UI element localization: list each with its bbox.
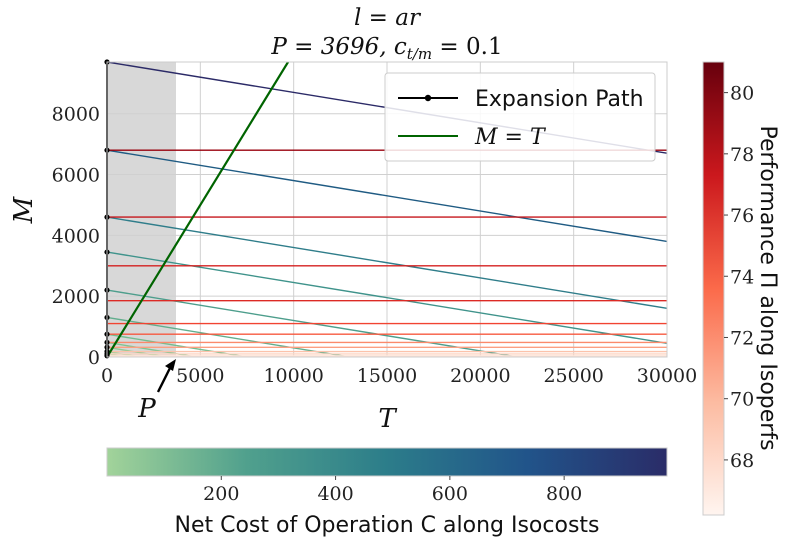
perf-colorbar-tick-label: 68 (730, 450, 754, 472)
cost-colorbar (106, 447, 668, 477)
x-tick-label: 5000 (176, 365, 224, 387)
shaded-region (107, 62, 176, 357)
isocost-line (107, 333, 252, 357)
isoperf-layer (107, 149, 667, 357)
isocost-line (107, 149, 667, 243)
isocost-line (107, 216, 667, 310)
legend-label-m-equals-t: M = T (474, 125, 547, 150)
y-axis-label: M (9, 195, 39, 224)
isocost-line (107, 289, 523, 357)
y-tick-label: 2000 (52, 286, 100, 308)
perf-colorbar-tick-label: 74 (730, 266, 754, 288)
legend-marker-expansion-path (424, 94, 432, 102)
chart-title-line1: l = ar (354, 5, 422, 31)
perf-colorbar-tick-label: 70 (730, 389, 754, 411)
shaded-region-layer (107, 62, 176, 357)
perf-colorbar (702, 61, 725, 516)
chart-title-line2: P = 3696, ct/m = 0.1 (270, 34, 502, 63)
y-tick-label: 4000 (52, 225, 100, 247)
legend-box (384, 72, 656, 162)
legend-label-expansion-path: Expansion Path (475, 87, 644, 112)
x-tick-label: 20000 (450, 365, 510, 387)
y-tick-label: 6000 (52, 165, 100, 187)
x-tick-labels: 0 5000 10000 15000 20000 25000 30000 (101, 365, 697, 387)
p-marker: P (137, 359, 176, 424)
cost-colorbar-tick-label: 200 (203, 483, 239, 505)
p-marker-arrow-head (165, 359, 176, 371)
p-marker-arrow-shaft (156, 367, 172, 393)
y-tick-label: 0 (88, 347, 100, 369)
legend: Expansion Path M = T (384, 72, 656, 162)
isocost-line (107, 316, 355, 357)
x-tick-label: 25000 (543, 365, 603, 387)
cost-colorbar-label: Net Cost of Operation C along Isocosts (174, 513, 599, 538)
cost-colorbar-tick-label: 600 (432, 483, 468, 505)
perf-colorbar-label: Performance Π along Isoperfs (755, 125, 780, 450)
perf-colorbar-tick-label: 76 (730, 205, 754, 227)
perf-colorbar-tick-label: 72 (730, 327, 754, 349)
isocost-line (107, 251, 667, 345)
perf-colorbar-tick-label: 78 (730, 144, 754, 166)
x-tick-label: 0 (101, 365, 113, 387)
cost-colorbar-ticks: 200 400 600 800 (203, 476, 582, 505)
cost-colorbar-tick-label: 400 (317, 483, 353, 505)
plot-frame (106, 61, 668, 358)
x-tick-label: 10000 (263, 365, 323, 387)
perf-colorbar-tick-label: 80 (730, 83, 754, 105)
x-tick-label: 15000 (357, 365, 417, 387)
p-marker-label: P (137, 394, 156, 424)
y-tick-label: 8000 (52, 104, 100, 126)
x-tick-label: 30000 (637, 365, 697, 387)
y-tick-labels: 0 2000 4000 6000 8000 (52, 104, 100, 369)
m-equals-t-layer (107, 62, 290, 357)
cost-colorbar-tick-label: 800 (546, 483, 582, 505)
x-axis-label: T (378, 404, 397, 434)
m-equals-t-line (107, 62, 290, 357)
perf-colorbar-ticks: 68 70 72 74 76 78 80 (724, 83, 754, 472)
